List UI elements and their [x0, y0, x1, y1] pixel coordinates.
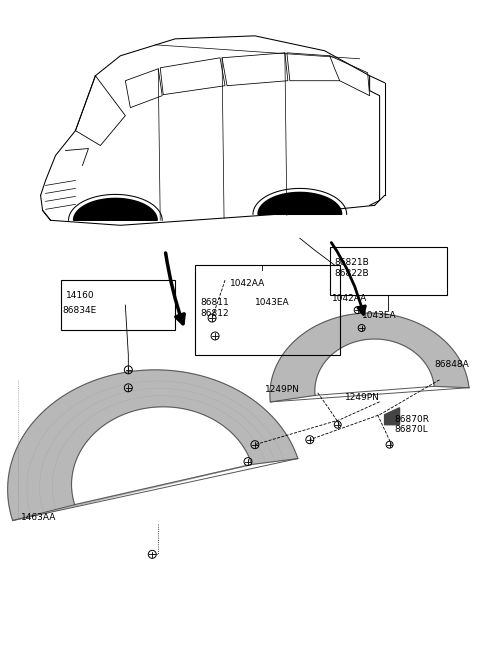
Text: 1043EA: 1043EA: [361, 311, 396, 319]
Text: 86821B
86822B: 86821B 86822B: [335, 258, 370, 278]
Bar: [60, 280, 175, 330]
Bar: [330, 247, 447, 295]
Text: 86834E: 86834E: [62, 306, 97, 315]
Polygon shape: [384, 408, 399, 424]
Polygon shape: [73, 198, 157, 220]
Text: 1249PN: 1249PN: [265, 385, 300, 394]
Polygon shape: [258, 193, 342, 214]
Text: 1249PN: 1249PN: [345, 394, 380, 402]
Text: 86870R
86870L: 86870R 86870L: [395, 415, 430, 434]
Bar: [195, 265, 340, 355]
Text: 86811
86812: 86811 86812: [200, 298, 229, 318]
Text: 86848A: 86848A: [434, 361, 469, 369]
Text: 1463AA: 1463AA: [21, 513, 56, 522]
Polygon shape: [270, 313, 469, 402]
Text: 1042AA: 1042AA: [230, 279, 265, 288]
Text: 1043EA: 1043EA: [255, 298, 289, 307]
Text: 1042AA: 1042AA: [332, 294, 367, 303]
Text: 14160: 14160: [65, 290, 94, 300]
Polygon shape: [8, 370, 298, 520]
